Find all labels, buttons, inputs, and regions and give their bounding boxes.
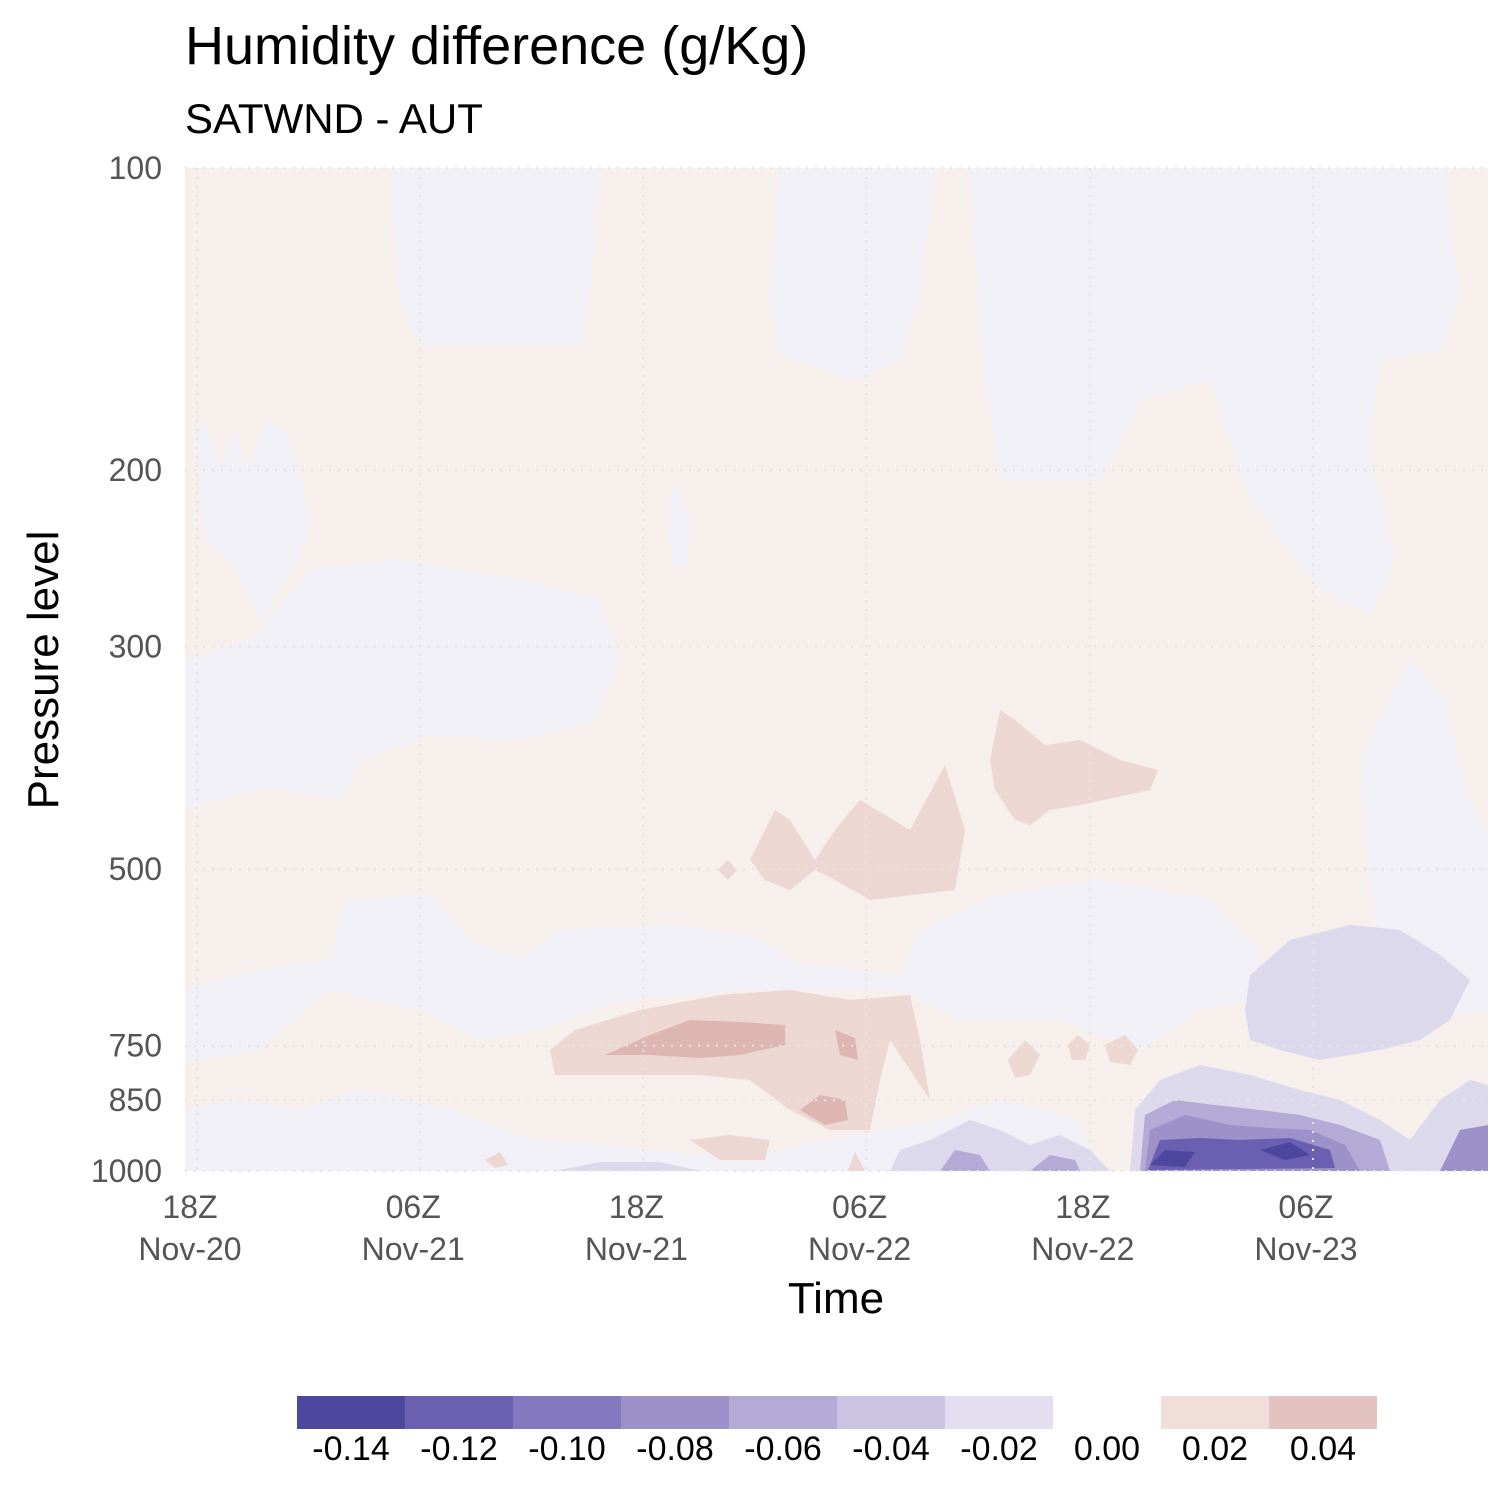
region-neg06-surface-far-right <box>1440 1125 1488 1171</box>
colorbar-label: -0.10 <box>528 1430 606 1468</box>
x-tick-date: Nov-20 <box>138 1231 241 1267</box>
region-neg-600-right <box>1245 925 1470 1060</box>
y-tick-label: 750 <box>109 1028 162 1064</box>
x-tick-time: 06Z <box>1278 1189 1333 1225</box>
x-tick-time: 18Z <box>609 1189 664 1225</box>
region-pos-750-blob-b <box>1068 1035 1090 1060</box>
region-neg-upper-mid <box>770 168 935 380</box>
colorbar-swatch <box>945 1396 1053 1429</box>
colorbar-swatch <box>1269 1396 1377 1429</box>
x-tick-time: 18Z <box>162 1189 217 1225</box>
colorbar-swatch <box>837 1396 945 1429</box>
colorbar-label: -0.14 <box>312 1430 390 1468</box>
colorbar-label: -0.02 <box>960 1430 1038 1468</box>
colorbar-label: -0.04 <box>852 1430 930 1468</box>
region-pos-750-blob-a <box>1008 1040 1040 1078</box>
colorbar-label: 0.04 <box>1290 1430 1356 1468</box>
y-tick-label: 500 <box>109 851 162 887</box>
region-neg06-surface-mid <box>940 1150 990 1171</box>
grid-lines <box>185 167 1488 1172</box>
colorbar-label: 0.02 <box>1182 1430 1248 1468</box>
region-neg14-core <box>1150 1150 1195 1167</box>
region-pos-surface-a <box>690 1135 770 1160</box>
region-neg14-core-2 <box>1260 1142 1310 1160</box>
x-axis-title: Time <box>788 1274 884 1323</box>
colorbar-swatch <box>297 1396 405 1429</box>
chart-title: Humidity difference (g/Kg) <box>185 16 808 76</box>
region-neg06-surface-mid-2 <box>1030 1155 1080 1171</box>
y-axis: 100 200 300 500 750 850 1000 <box>91 150 162 1189</box>
colorbar-swatch <box>1053 1396 1161 1429</box>
x-tick-date: Nov-22 <box>1031 1231 1134 1267</box>
y-tick-label: 1000 <box>91 1153 162 1189</box>
colorbar-label: -0.12 <box>420 1430 498 1468</box>
colorbar-label: -0.06 <box>744 1430 822 1468</box>
y-tick-label: 100 <box>109 150 162 186</box>
region-neg-surface-thin <box>555 1162 700 1171</box>
y-tick-label: 200 <box>109 452 162 488</box>
region-pos-850-core <box>800 1095 848 1125</box>
plot-area <box>185 167 1488 1172</box>
region-neg-thin-streak <box>668 485 690 565</box>
colorbar-label: -0.08 <box>636 1430 714 1468</box>
region-pos-750-core-2 <box>835 1030 858 1060</box>
region-neg-mid-left <box>185 560 620 810</box>
region-pos-750-blob-c <box>1105 1035 1138 1065</box>
colorbar-swatch <box>621 1396 729 1429</box>
colorbar-swatch <box>1161 1396 1269 1429</box>
region-neg-upper-right <box>970 168 1460 615</box>
region-pos-750-core <box>605 1020 785 1058</box>
x-tick-time: 06Z <box>832 1189 887 1225</box>
region-pos-400 <box>990 710 1158 825</box>
region-neg-surface-left <box>185 1090 1100 1171</box>
colorbar-label: 0.00 <box>1074 1430 1140 1468</box>
x-tick-time: 06Z <box>386 1189 441 1225</box>
region-pos-surface-c <box>848 1152 865 1171</box>
region-neg-lower-band-left <box>185 880 1260 1060</box>
region-pos-500-left <box>750 765 965 900</box>
x-tick-time: 18Z <box>1055 1189 1110 1225</box>
colorbar-swatch <box>405 1396 513 1429</box>
region-pos-500-dot <box>718 860 737 880</box>
region-neg-upper-left <box>390 168 600 345</box>
x-tick-date: Nov-21 <box>362 1231 465 1267</box>
y-tick-label: 300 <box>109 629 162 665</box>
chart-subtitle: SATWND - AUT <box>185 95 483 142</box>
colorbar-swatch <box>729 1396 837 1429</box>
x-tick-date: Nov-23 <box>1254 1231 1357 1267</box>
y-tick-label: 850 <box>109 1082 162 1118</box>
x-tick-date: Nov-21 <box>585 1231 688 1267</box>
region-pos-750-band <box>550 990 930 1130</box>
region-neg-left-column <box>195 420 310 620</box>
colorbar-swatch <box>513 1396 621 1429</box>
y-axis-title: Pressure level <box>19 531 68 810</box>
region-pos-surface-b <box>485 1152 508 1168</box>
x-axis: 18Z Nov-20 06Z Nov-21 18Z Nov-21 06Z Nov-22 18Z N… <box>138 1189 1357 1267</box>
colorbar-legend: -0.14 -0.12 -0.10 -0.08 -0.06 -0.04 -0.02 0.00 0… <box>297 1396 1377 1468</box>
x-tick-date: Nov-22 <box>808 1231 911 1267</box>
